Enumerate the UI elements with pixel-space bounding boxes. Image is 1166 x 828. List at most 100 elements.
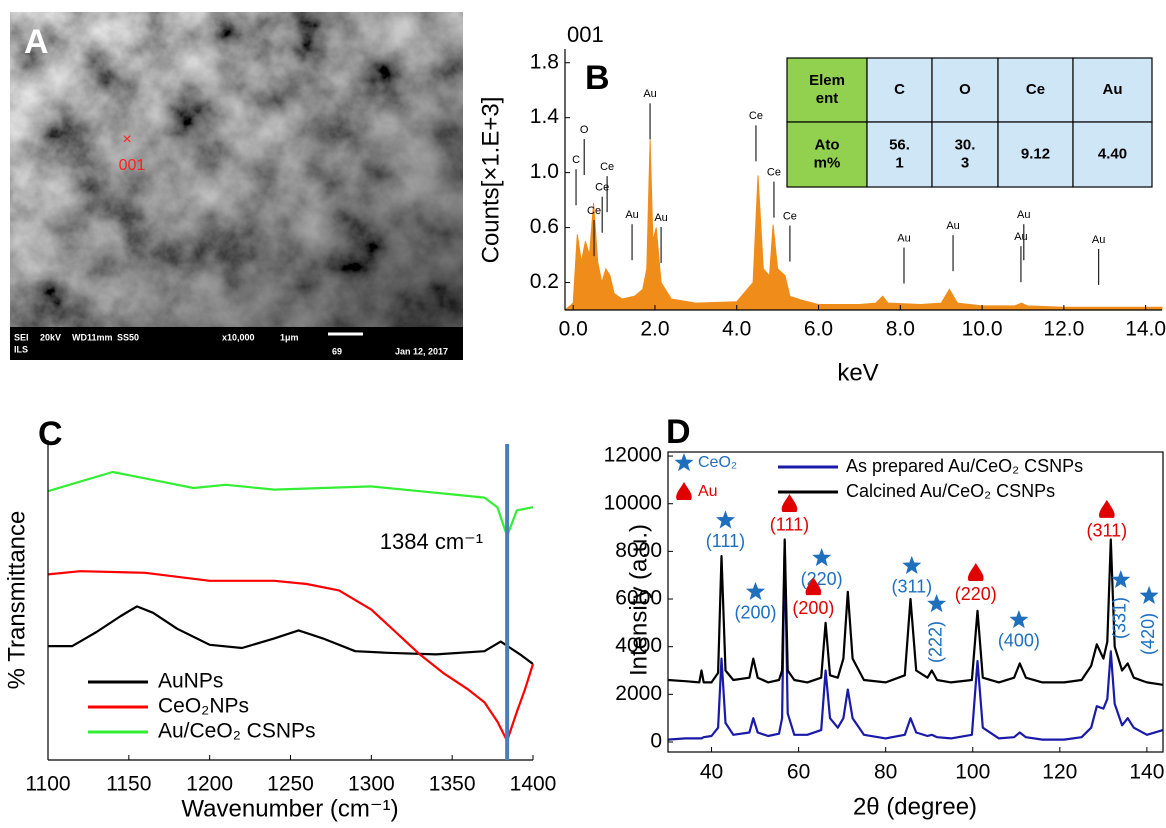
legend-label: Au/CeO₂ CSNPs [158,720,316,743]
x-tick-label: 1400 [510,773,557,796]
x-tick-label: 8.0 [886,318,915,341]
peak-index: (220) [801,569,843,589]
peak-marker [781,493,798,512]
table-cell [931,121,999,188]
peak-label: Au [643,88,656,100]
peak-label: Au [1014,231,1027,243]
peak-label: Au [897,232,910,244]
data-line [667,538,1164,686]
peak-label: Ce [600,161,614,173]
y-tick-label: 0.2 [530,270,559,293]
peak-label: Ce [587,205,601,217]
table-cell [786,121,868,188]
peak-label: Ce [767,167,781,179]
info-text: Jan 12, 2017 [395,346,448,356]
peak-label: O [580,124,589,136]
x-axis-label: keV [837,359,878,386]
peak-label: Au [1092,234,1105,246]
y-axis-label: Intensity (a.u.) [625,524,652,676]
x-tick-label: 6.0 [804,318,833,341]
peak-index: (200) [734,603,776,623]
peak-index: (111) [770,515,809,535]
point-marker: × [122,131,131,148]
table-text: 56. [889,136,910,153]
y-tick-label: 1.4 [530,105,560,128]
y-tick-label: 12000 [604,444,662,467]
x-tick-label: 1100 [25,773,70,796]
peak-marker [1009,610,1029,629]
legend-marker [676,482,692,500]
table-cell [997,57,1074,123]
info-bar [10,327,463,360]
peak-marker [927,594,947,613]
peak-index: (311) [891,577,932,597]
sem-shade [10,12,463,328]
data-line [48,605,534,665]
peak-marker [716,510,735,529]
table-text: Au [1103,81,1123,98]
peak-index: (200) [792,598,834,618]
legend-label: Calcined Au/CeO₂ CSNPs [846,481,1055,501]
x-tick-label: 1150 [106,773,151,796]
x-tick-label: 1350 [429,773,476,796]
legend-label: CeO₂NPs [158,695,249,718]
x-tick-label: 1300 [348,773,395,796]
x-tick-label: 40 [700,761,723,784]
x-tick-label: 14.0 [1125,318,1166,341]
x-axis-label: Wavenumber (cm⁻¹) [181,795,398,822]
table-text: 30. [955,136,976,153]
y-tick-label: 1.8 [530,50,559,73]
y-tick-label: 1.0 [530,160,559,183]
table-text: 3 [961,154,969,171]
legend-label: Au [698,483,718,500]
table-text: C [894,81,905,98]
x-tick-label: 1250 [267,773,314,796]
y-tick-label: 4000 [615,634,662,657]
peak-marker [1099,499,1115,518]
y-tick-label: 2000 [615,682,662,705]
y-tick-label: 0.6 [530,215,559,238]
peak-label: Ce [783,210,797,222]
y-axis-label: % Transmittance [3,511,30,690]
y-tick-label: 0 [650,730,662,753]
peak-marker [967,563,984,582]
peak-marker [902,555,922,574]
table-cell [931,57,999,123]
x-tick-label: 0.0 [559,318,588,341]
info-text: 1μm [280,332,299,342]
table-text: Ce [1026,81,1045,98]
x-tick-label: 1200 [186,773,233,796]
data-line [667,540,1164,741]
peak-label: Ce [749,110,763,122]
peak-label: Au [654,212,667,224]
table-text: Ato [815,136,840,153]
x-tick-label: 10.0 [962,318,1003,341]
peak-label: Au [946,220,959,232]
peak-marker [1111,570,1131,588]
x-tick-label: 60 [787,761,810,784]
table-cell [786,57,868,123]
data-line [47,570,535,742]
x-tick-label: 12.0 [1043,318,1084,341]
table-cell [997,121,1074,188]
x-axis-label: 2θ (degree) [853,793,977,820]
peak-index: (331) [1110,597,1130,639]
peak-index: (311) [1086,521,1127,541]
info-text: x10,000 [222,332,255,342]
peak-label: Au [1017,209,1030,221]
annotation: 1384 cm⁻¹ [380,529,483,554]
panel-label: D [666,413,691,451]
table-text: ent [816,90,839,107]
x-tick-label: 100 [955,761,990,784]
peak-index: (220) [955,584,997,604]
peak-label: C [572,154,580,166]
y-axis-label: Counts[×1.E+3] [477,97,504,264]
peak-marker [812,548,832,567]
table-cell [1072,57,1153,123]
table-text: 1 [895,154,903,171]
spectrum-area [563,139,1163,311]
y-tick-label: 6000 [615,587,662,610]
table-cell [866,121,933,188]
